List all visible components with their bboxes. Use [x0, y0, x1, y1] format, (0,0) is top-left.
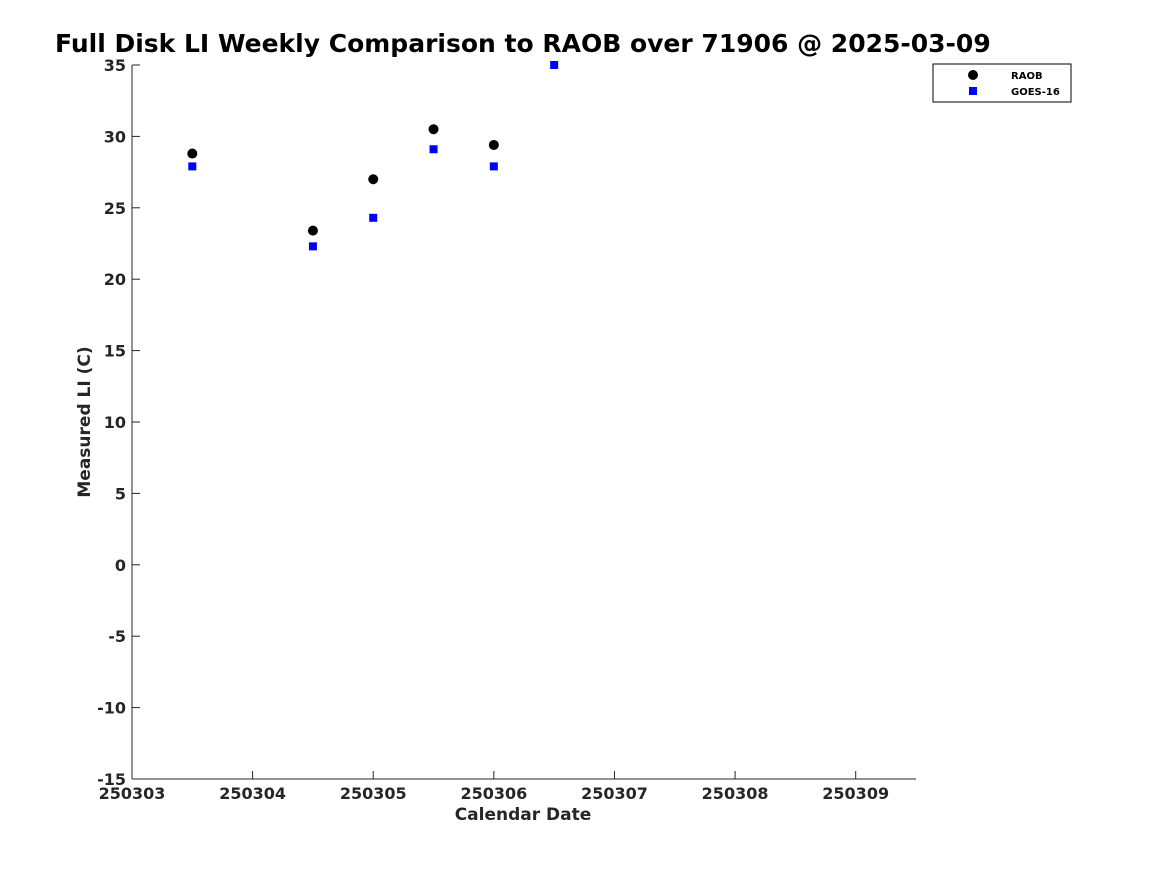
- legend-entry-label: RAOB: [1011, 71, 1043, 82]
- x-tick-label: 250303: [99, 784, 166, 803]
- x-tick-label: 250306: [460, 784, 527, 803]
- chart-title: Full Disk LI Weekly Comparison to RAOB o…: [55, 29, 991, 58]
- raob-point: [488, 139, 499, 150]
- legend: RAOB GOES-16: [932, 63, 1072, 103]
- x-tick-label: 250305: [340, 784, 407, 803]
- goes-16-point: [550, 61, 559, 69]
- y-tick-label: -15: [97, 770, 126, 789]
- goes-16-point: [188, 162, 197, 171]
- data-marks: [187, 61, 559, 251]
- y-tick-label: 35: [104, 56, 126, 75]
- x-tick-label: 250304: [219, 784, 286, 803]
- goes-16-point: [369, 213, 378, 222]
- y-tick-label: -5: [108, 627, 126, 646]
- y-axis-label: Measured LI (C): [75, 346, 95, 497]
- x-tick-label: 250308: [702, 784, 769, 803]
- x-tick-label: 250307: [581, 784, 648, 803]
- goes-16-point: [429, 145, 438, 154]
- y-tick-label: 30: [104, 127, 126, 146]
- raob-point: [307, 225, 318, 236]
- y-tick-label: -10: [97, 699, 126, 718]
- raob-point: [368, 174, 379, 185]
- y-tick-label: 25: [104, 199, 126, 218]
- y-tick-label: 15: [104, 342, 126, 361]
- y-tick-label: 20: [104, 270, 126, 289]
- legend-entry-label: GOES-16: [1011, 87, 1060, 98]
- goes-16-point: [308, 242, 317, 251]
- y-tick-label: 10: [104, 413, 126, 432]
- axes: [131, 65, 916, 780]
- x-tick-label: 250309: [822, 784, 889, 803]
- legend-goes-16-marker: [969, 87, 977, 95]
- y-tick-label: 0: [115, 556, 126, 575]
- raob-point: [187, 148, 198, 159]
- raob-point: [428, 124, 439, 135]
- x-axis-label: Calendar Date: [455, 805, 592, 825]
- legend-box: [932, 63, 1072, 103]
- legend-raob-marker: [968, 70, 978, 80]
- ticks: -15 -10 -5 0 5 10 15 20 25 30 35 250303 250304 250305…: [97, 56, 889, 803]
- y-tick-label: 5: [115, 484, 126, 503]
- goes-16-point: [489, 162, 498, 171]
